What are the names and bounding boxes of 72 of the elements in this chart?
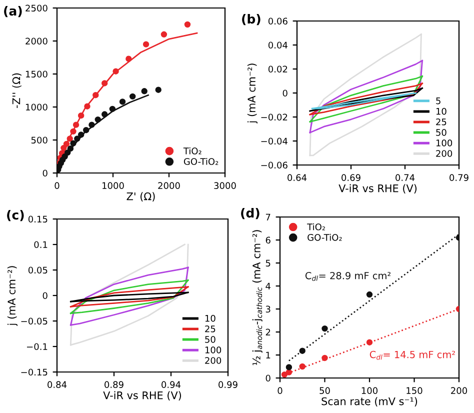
y-tick-label: 7 [266, 214, 270, 220]
x-tick-label: 0.84 [48, 381, 67, 388]
legend-label: 100 [205, 346, 222, 354]
x-tick-label: 0.69 [342, 174, 360, 182]
y-axis-title: j (mA cm⁻²) [7, 266, 18, 326]
annotation: C$_{dl}$= 28.9 mF cm² [305, 272, 390, 281]
y-tick-label: 2500 [26, 4, 48, 12]
x-tick-label: 0.79 [450, 174, 468, 182]
y-tick-label: −0.04 [261, 138, 288, 145]
y-tick-label: 1000 [26, 104, 48, 111]
x-tick-label: 3000 [214, 182, 236, 190]
y-tick-label: 0.02 [268, 66, 288, 73]
x-tick-label: 200 [451, 387, 468, 394]
x-axis-title: V-iR vs RHE (V) [103, 391, 182, 400]
y-tick-label: −0.06 [261, 162, 288, 169]
y-tick-label: −0.02 [261, 114, 288, 121]
y-tick-label: 0.05 [28, 266, 48, 274]
y-tick-label: 0.15 [28, 216, 48, 223]
y-axis-title: j (mA cm⁻²) [247, 64, 258, 124]
y-tick-label: 5 [266, 260, 270, 267]
x-tick-label: 100 [362, 387, 378, 394]
y-tick-label: 0.04 [268, 42, 288, 49]
y-tick-label: 500 [31, 136, 48, 144]
x-tick-label: 0.74 [396, 174, 415, 182]
y-tick-label: −0.15 [21, 368, 48, 376]
y-tick-label: −0.1 [27, 343, 48, 350]
chart-title: (c) [7, 210, 24, 222]
y-tick-label: −0.05 [21, 318, 48, 325]
y-tick-label: 6 [266, 236, 270, 244]
x-tick-label: 0.64 [288, 174, 307, 182]
y-tick-label: 0 [42, 292, 48, 300]
x-tick-label: 2000 [158, 182, 180, 190]
x-tick-label: 0.94 [162, 381, 181, 388]
x-tick-label: 0.89 [104, 381, 124, 388]
annotation: C$_{dl}$= 14.5 mF cm² [370, 350, 455, 360]
x-tick-label: 50 [320, 387, 330, 394]
y-tick-label: 3 [266, 306, 270, 313]
legend-label: 200 [436, 150, 452, 157]
y-tick-label: 1500 [26, 70, 48, 78]
legend-label: GO-TiO₂ [184, 158, 218, 165]
legend-label: 50 [205, 336, 216, 343]
x-tick-label: 0.99 [218, 381, 238, 388]
x-tick-label: 0 [54, 182, 60, 190]
y-tick-label: 1 [266, 352, 270, 358]
legend-label: 100 [436, 140, 452, 146]
legend-label: GO-TiO₂ [308, 234, 342, 241]
legend-label: TiO₂ [183, 147, 202, 154]
legend-label: 5 [436, 98, 440, 104]
y-tick-label: 0.1 [34, 241, 48, 248]
legend-label: 50 [436, 129, 446, 136]
x-tick-label: 150 [406, 387, 422, 394]
y-axis-title: ½ j$_{anodic}$-j$_{cathodic}$ (mA cm⁻²) [252, 230, 262, 366]
y-axis-title: -Z'' (Ω) [12, 73, 22, 108]
legend-label: 25 [436, 118, 446, 126]
legend-label: 200 [205, 357, 222, 364]
chart-title: (a) [4, 6, 22, 18]
x-axis-title: Scan rate (mV s⁻¹) [322, 397, 418, 406]
chart-title: (b) [242, 14, 260, 26]
legend-label: 10 [205, 314, 216, 322]
legend-label: 10 [436, 108, 446, 115]
y-tick-label: 0 [282, 90, 288, 97]
chart-title: (d) [241, 208, 260, 220]
y-tick-label: 0 [266, 374, 270, 382]
x-axis-title: V-iR vs RHE (V) [338, 184, 417, 194]
x-tick-label: 1000 [102, 182, 124, 190]
x-axis-title: Z' (Ω) [126, 192, 155, 202]
legend-label: 25 [205, 325, 216, 332]
y-tick-label: 4 [266, 282, 270, 290]
legend-label: TiO₂ [307, 223, 325, 230]
y-tick-label: 2 [266, 328, 270, 336]
y-tick-label: 0.06 [268, 18, 288, 25]
y-tick-label: 2000 [26, 38, 48, 45]
